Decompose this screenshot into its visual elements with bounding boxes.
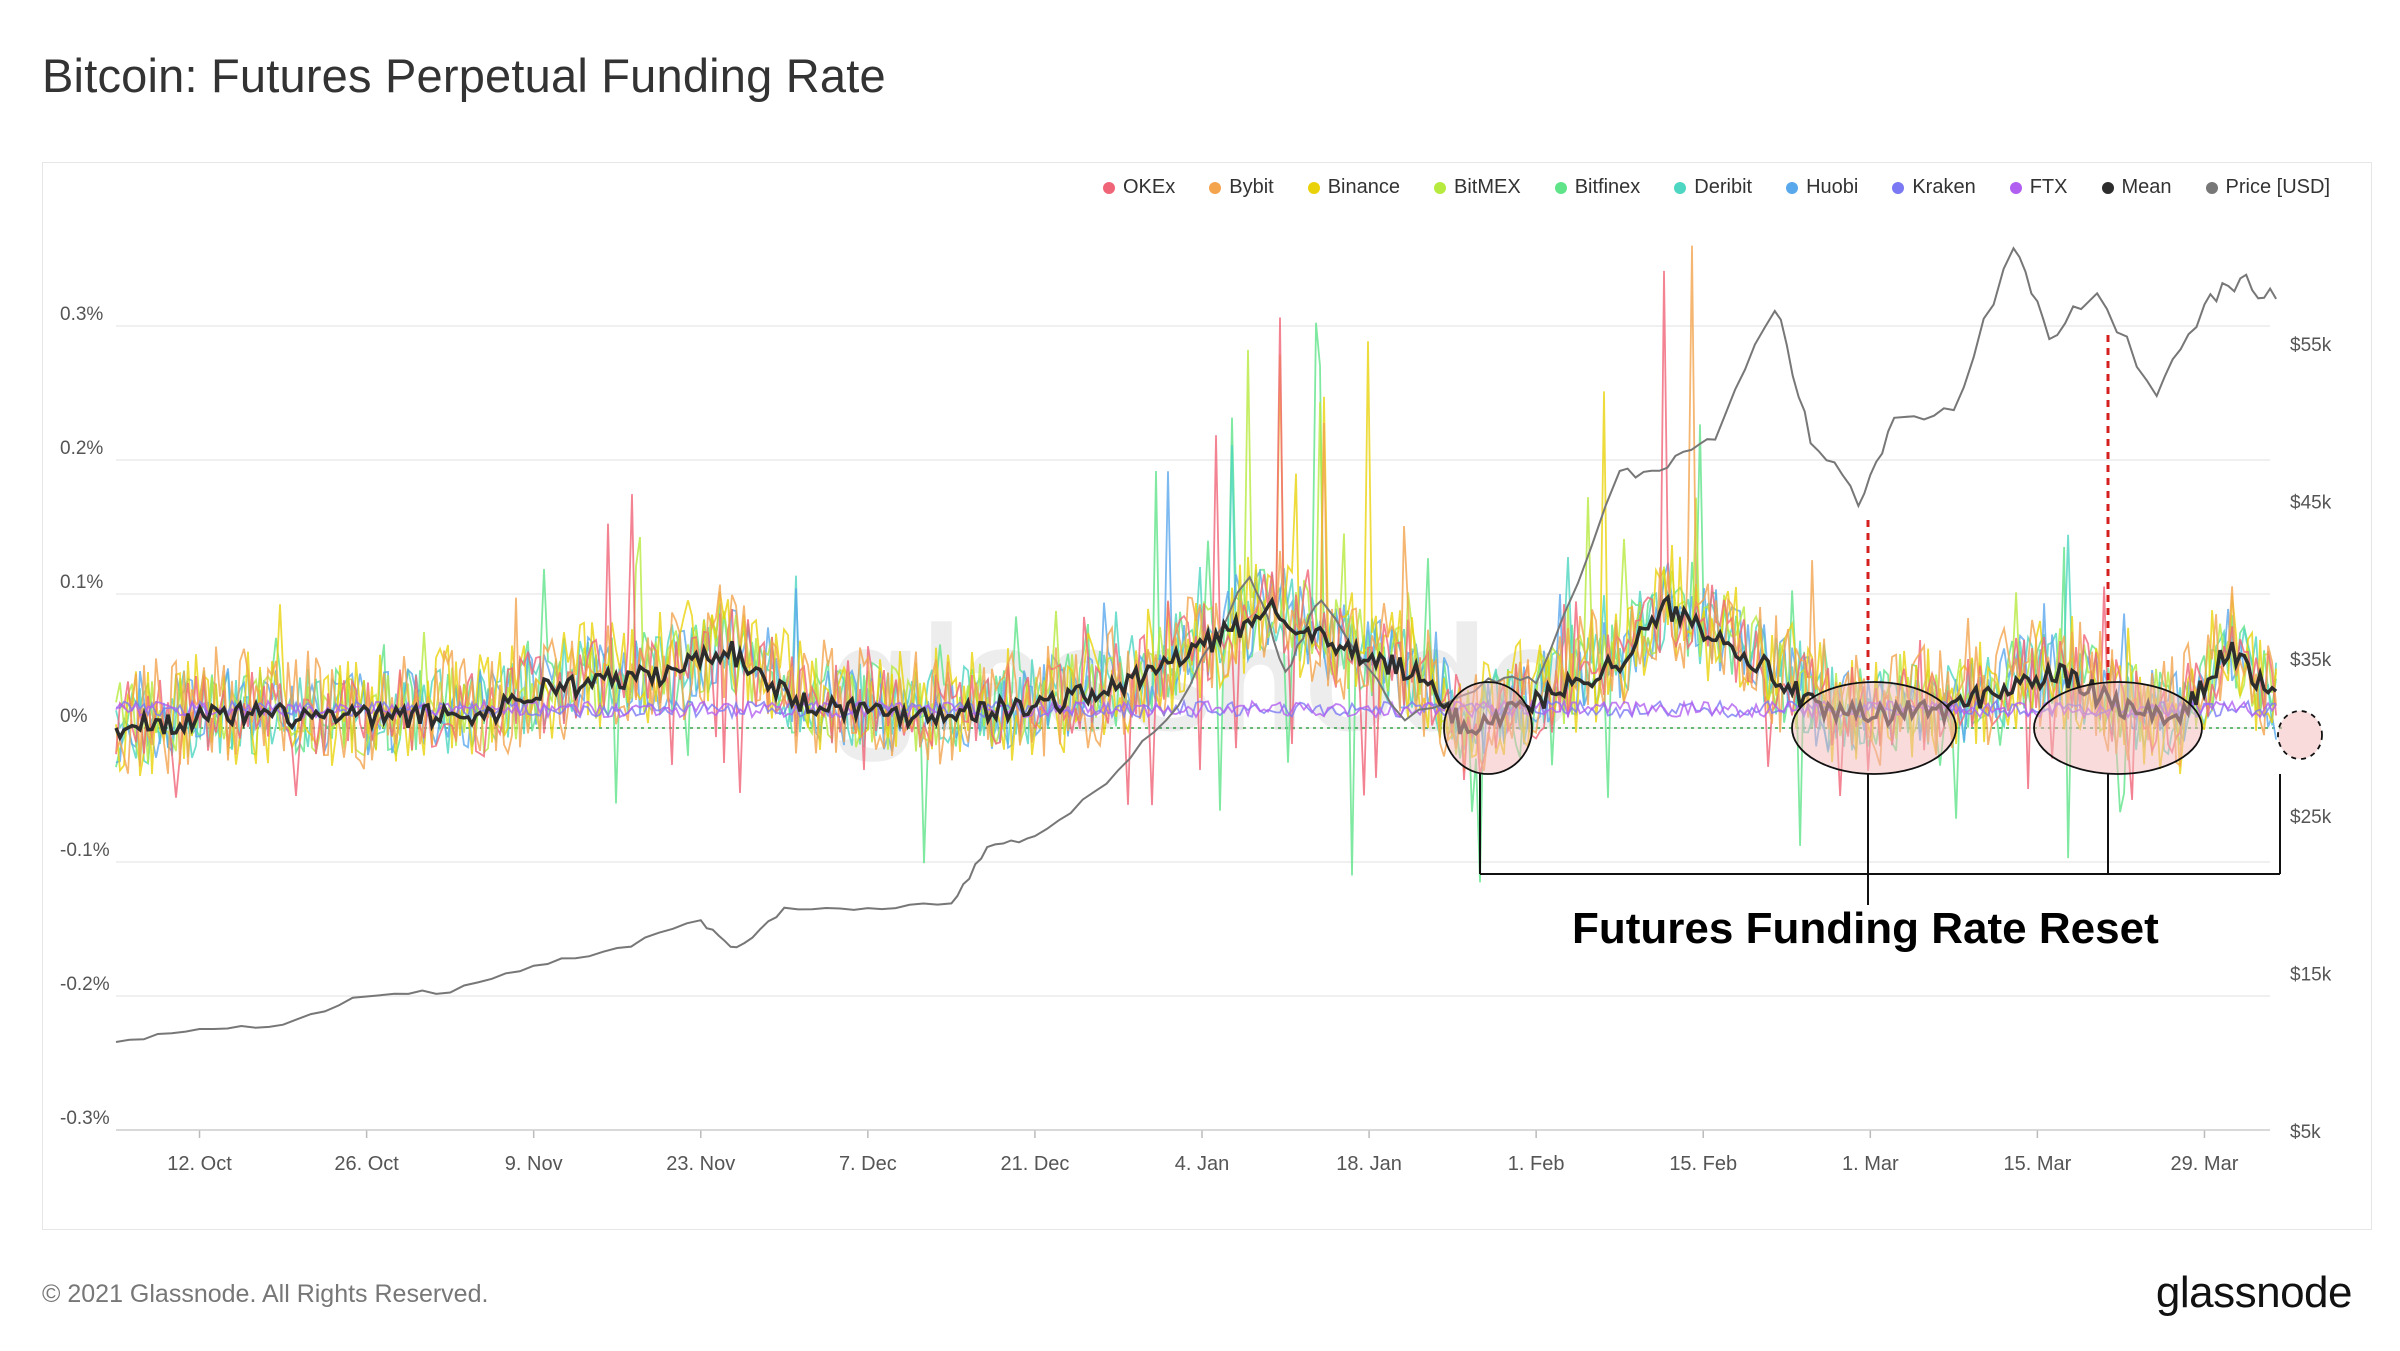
legend-marker <box>1892 181 1905 194</box>
legend-item[interactable]: FTX <box>2009 176 2068 199</box>
legend-marker <box>2101 181 2114 194</box>
y-tick-label: -0.1% <box>60 840 110 861</box>
x-tick-label: 4. Jan <box>1175 1153 1229 1175</box>
y-tick-label: 0.3% <box>60 304 103 325</box>
reset-highlight <box>2033 681 2203 775</box>
legend-item[interactable]: OKEx <box>1103 176 1175 199</box>
x-tick-label: 1. Feb <box>1508 1153 1565 1175</box>
annotation-label: Futures Funding Rate Reset <box>1572 904 2159 953</box>
y-tick-label: 0.2% <box>60 438 103 459</box>
legend-marker <box>1307 181 1320 194</box>
legend-label: OKEx <box>1123 176 1176 198</box>
legend-item[interactable]: Binance <box>1307 176 1400 199</box>
x-tick-label: 29. Mar <box>2171 1153 2239 1175</box>
x-tick-label: 26. Oct <box>334 1153 399 1175</box>
chart-panel <box>42 162 2372 1230</box>
chart-legend: OKEx Bybit Binance BitMEX Bitfinex Deribit Huo… <box>1069 176 2330 199</box>
glassnode-logo[interactable]: glassnode <box>2155 1268 2353 1317</box>
legend-item[interactable]: Kraken <box>1892 176 1976 199</box>
legend-item[interactable]: BitMEX <box>1434 176 1521 199</box>
legend-marker <box>1103 181 1115 194</box>
y-tick-label: 0.1% <box>60 572 103 593</box>
legend-label: FTX <box>2029 176 2068 198</box>
x-tick-label: 7. Dec <box>839 1153 897 1175</box>
legend-label: Huobi <box>1806 176 1859 198</box>
legend-marker <box>1786 181 1799 194</box>
legend-item[interactable]: Huobi <box>1786 176 1858 199</box>
x-tick-label: 15. Feb <box>1669 1153 1737 1175</box>
x-tick-label: 15. Mar <box>2003 1153 2071 1175</box>
legend-marker <box>1434 181 1446 194</box>
legend-marker <box>1554 181 1567 194</box>
legend-item[interactable]: Bitfinex <box>1554 176 1641 199</box>
legend-label: Price [USD] <box>2225 176 2330 198</box>
legend-marker <box>2205 181 2218 194</box>
y-right-tick-label: $5k <box>2290 1122 2321 1143</box>
legend-label: Bitfinex <box>1574 176 1641 198</box>
y-tick-label: -0.2% <box>60 974 110 995</box>
exchange-series-line <box>115 245 2277 774</box>
legend-item[interactable]: Bybit <box>1209 176 1274 199</box>
y-right-tick-label: $15k <box>2290 965 2332 986</box>
x-tick-label: 1. Mar <box>1842 1153 1899 1175</box>
y-right-tick-label: $55k <box>2290 335 2332 356</box>
legend-label: BitMEX <box>1454 176 1521 198</box>
y-right-tick-label: $35k <box>2290 650 2332 671</box>
x-tick-label: 12. Oct <box>167 1153 232 1175</box>
x-tick-label: 9. Nov <box>505 1153 563 1175</box>
x-tick-label: 21. Dec <box>1000 1153 1069 1175</box>
page-title: Bitcoin: Futures Perpetual Funding Rate <box>42 49 886 102</box>
exchange-series-line <box>115 341 2277 777</box>
legend-item[interactable]: Deribit <box>1674 176 1752 199</box>
reset-highlight <box>1443 681 1533 775</box>
legend-marker <box>1674 181 1687 194</box>
legend-item[interactable]: Mean <box>2101 176 2172 199</box>
legend-marker <box>2009 181 2022 194</box>
y-tick-label: -0.3% <box>60 1108 110 1129</box>
x-tick-label: 23. Nov <box>666 1153 735 1175</box>
reset-highlight <box>2277 710 2323 760</box>
legend-label: Mean <box>2121 176 2172 198</box>
y-right-tick-label: $45k <box>2290 492 2332 513</box>
legend-label: Binance <box>1327 176 1400 198</box>
price-line <box>115 246 2277 1043</box>
legend-item[interactable]: Price [USD] <box>2205 176 2330 199</box>
legend-label: Deribit <box>1694 176 1753 198</box>
copyright-text: © 2021 Glassnode. All Rights Reserved. <box>42 1280 489 1308</box>
legend-marker <box>1209 181 1222 194</box>
reset-highlight <box>1791 681 1957 775</box>
y-tick-label: 0% <box>60 706 88 727</box>
x-tick-label: 18. Jan <box>1336 1153 1402 1175</box>
y-right-tick-label: $25k <box>2290 807 2332 828</box>
legend-label: Bybit <box>1229 176 1274 198</box>
legend-label: Kraken <box>1912 176 1976 198</box>
